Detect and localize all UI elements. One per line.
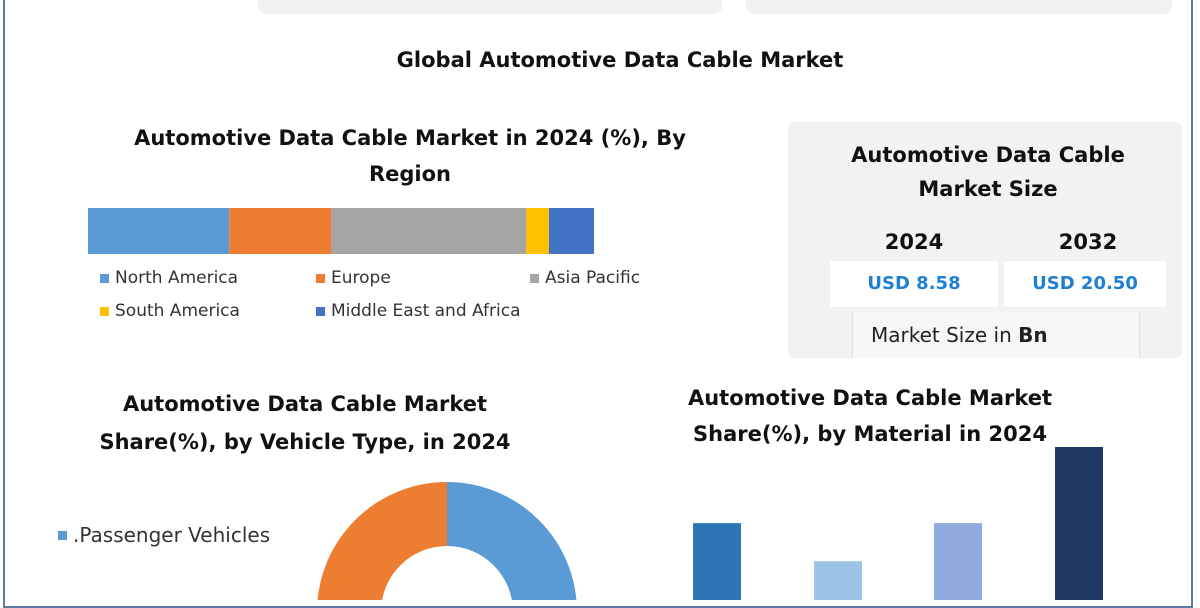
region-segment-asia-pacific	[331, 208, 527, 254]
legend-swatch	[100, 306, 109, 316]
legend-swatch	[316, 273, 325, 283]
material-bar-2	[814, 561, 862, 600]
legend-passenger-vehicles: .Passenger Vehicles	[58, 523, 270, 547]
legend-swatch	[316, 306, 325, 316]
main-title: Global Automotive Data Cable Market	[396, 48, 844, 72]
year-2032: 2032	[1058, 230, 1118, 254]
legend-label: North America	[115, 268, 239, 288]
legend-label: South America	[115, 301, 240, 321]
legend-swatch	[58, 530, 67, 540]
donut-slice-other	[317, 482, 447, 600]
legend-label: Middle East and Africa	[331, 301, 521, 321]
region-segment-north-america	[88, 208, 230, 254]
legend-swatch	[530, 273, 539, 283]
legend-item: Middle East and Africa	[316, 301, 521, 321]
material-bar-1	[693, 523, 741, 600]
unit-note-bold: Bn	[1018, 323, 1048, 347]
legend-item: South America	[100, 301, 240, 321]
vehicle-chart-title: Automotive Data Cable Market Share(%), b…	[99, 392, 511, 454]
material-bar-3	[934, 523, 982, 600]
legend-label: .Passenger Vehicles	[73, 523, 271, 547]
top-card-right	[746, 0, 1172, 14]
legend-item: Asia Pacific	[530, 268, 640, 288]
donut-slice-passenger-vehicles	[447, 482, 577, 600]
vehicle-donut	[317, 482, 577, 600]
legend-item: North America	[100, 268, 238, 288]
region-segment-middle-east-and-africa	[548, 208, 594, 254]
market-size-card: Automotive Data Cable Market Size 2024 2…	[788, 122, 1182, 358]
legend-label: Asia Pacific	[545, 268, 641, 288]
region-chart-title: Automotive Data Cable Market in 2024 (%)…	[134, 126, 686, 186]
value-2024: USD 8.58	[830, 261, 998, 307]
unit-note: Market Size in Bn	[852, 312, 1140, 358]
top-card-left	[258, 0, 722, 14]
market-size-title: Automotive Data Cable Market Size	[851, 143, 1125, 201]
region-stacked-bar	[88, 208, 594, 254]
legend-swatch	[100, 273, 109, 283]
year-2024: 2024	[884, 230, 944, 254]
material-bar-4	[1055, 447, 1103, 600]
material-chart-title: Automotive Data Cable Market Share(%), b…	[687, 386, 1053, 446]
legend-label: Europe	[331, 268, 391, 288]
material-bar-chart	[693, 447, 1103, 600]
value-2032: USD 20.50	[1004, 261, 1166, 307]
region-segment-south-america	[526, 208, 549, 254]
region-segment-europe	[229, 208, 332, 254]
legend-item: Europe	[316, 268, 391, 288]
unit-note-prefix: Market Size in	[871, 323, 1019, 347]
